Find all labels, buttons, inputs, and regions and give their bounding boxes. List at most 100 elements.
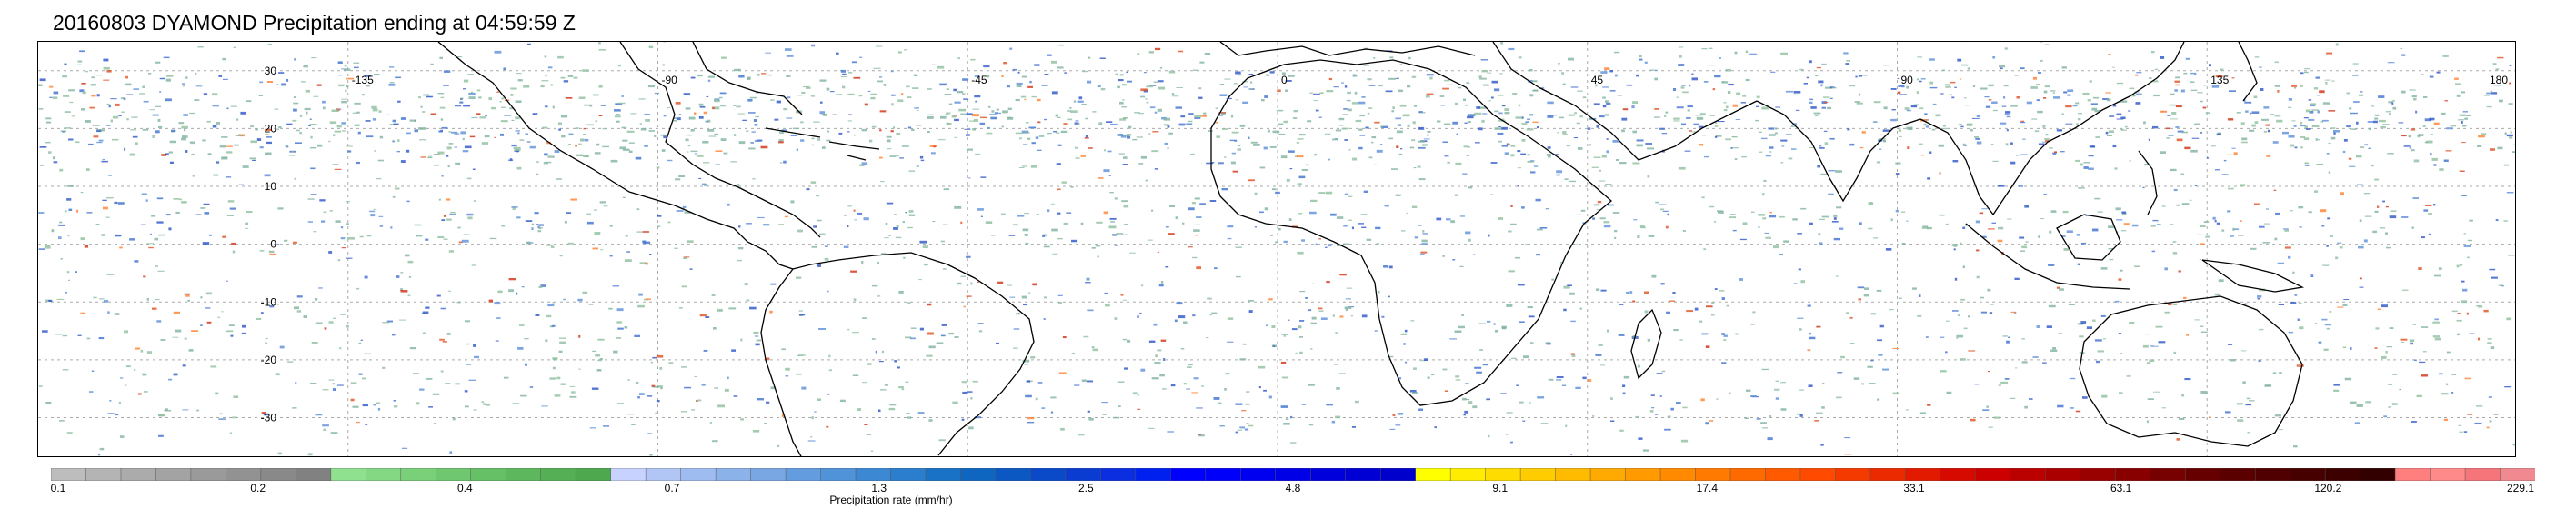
coastline-japan <box>2238 42 2258 102</box>
latitude-label: 10 <box>265 180 277 193</box>
coastline-india <box>1756 100 1921 203</box>
colorbar-swatch <box>1659 468 1697 481</box>
colorbar-tick: 17.4 <box>1696 482 1719 494</box>
colorbar-swatch <box>2254 468 2291 481</box>
colorbar-swatch <box>1869 468 1907 481</box>
colorbar-swatch <box>1170 468 1207 481</box>
latitude-label: -20 <box>261 354 277 366</box>
colorbar-swatch <box>2324 468 2361 481</box>
colorbar-swatch <box>1589 468 1627 481</box>
colorbar-swatch <box>540 468 576 481</box>
latitude-label: 30 <box>265 65 277 77</box>
colorbar-swatch <box>750 468 787 481</box>
colorbar-tick: 0.1 <box>50 482 66 494</box>
colorbar-swatch <box>995 468 1032 481</box>
colorbar-swatch <box>715 468 752 481</box>
longitude-labels: -135 -90 -45 0 45 90 135 180 <box>352 74 2509 86</box>
colorbar-swatch <box>2464 468 2501 481</box>
latitude-label: 20 <box>265 122 277 135</box>
coastline-caribbean <box>765 127 880 161</box>
colorbar-swatch <box>1519 468 1557 481</box>
latitude-labels: 30 20 10 0 -10 -20 -30 <box>261 65 277 424</box>
colorbar-swatch <box>1030 468 1067 481</box>
coastline-sumatra-java <box>1965 223 2130 290</box>
colorbar-swatch <box>1555 468 1591 481</box>
latitude-label: -10 <box>261 295 277 308</box>
coastline-madagascar <box>1630 308 1662 380</box>
colorbar-tick: 2.5 <box>1078 482 1094 494</box>
colorbar-swatch <box>1345 468 1381 481</box>
longitude-label: 90 <box>1901 74 1914 86</box>
colorbar-swatch <box>85 468 122 481</box>
colorbar-swatch <box>1625 468 1661 481</box>
coastline-gulf-mexico <box>619 42 821 238</box>
colorbar-swatch <box>1205 468 1242 481</box>
colorbar-tick: 229.1 <box>2506 482 2535 494</box>
latitude-label: -30 <box>261 411 277 424</box>
colorbar-swatch <box>575 468 612 481</box>
colorbar <box>51 468 2535 481</box>
colorbar-swatch <box>1415 468 1451 481</box>
colorbar-swatch <box>610 468 647 481</box>
colorbar-swatch <box>2394 468 2431 481</box>
colorbar-swatch <box>436 468 472 481</box>
colorbar-swatch <box>2045 468 2081 481</box>
colorbar-tick: 0.2 <box>250 482 266 494</box>
colorbar-swatch <box>470 468 506 481</box>
colorbar-swatch <box>2150 468 2186 481</box>
colorbar-swatch <box>1379 468 1417 481</box>
colorbar-swatch <box>2430 468 2466 481</box>
colorbar-label: Precipitation rate (mm/hr) <box>829 494 953 506</box>
colorbar-swatch <box>400 468 437 481</box>
precipitation-field <box>38 42 2515 456</box>
colorbar-swatch <box>2500 468 2535 481</box>
colorbar-swatch <box>1449 468 1487 481</box>
coastline-arabia <box>1538 86 1758 161</box>
coastline-europe <box>1219 42 1539 88</box>
colorbar-tick: 4.8 <box>1285 482 1301 494</box>
precipitation-map: 30 20 10 0 -10 -20 -30 -135 -90 -45 0 45 90 135 180 <box>37 41 2516 457</box>
colorbar-tick: 0.4 <box>456 482 473 494</box>
colorbar-swatch <box>1100 468 1137 481</box>
colorbar-swatch <box>2290 468 2326 481</box>
colorbar-swatch <box>1729 468 1767 481</box>
coastlines <box>437 42 2305 456</box>
coastline-new-guinea <box>2201 259 2305 293</box>
colorbar-tick: 0.7 <box>664 482 680 494</box>
colorbar-tick: 33.1 <box>1903 482 1925 494</box>
colorbar-swatch <box>190 468 227 481</box>
colorbar-swatch <box>2010 468 2047 481</box>
colorbar-tick: 1.3 <box>871 482 887 494</box>
colorbar-swatch <box>1275 468 1311 481</box>
colorbar-swatch <box>2220 468 2256 481</box>
colorbar-swatch <box>925 468 962 481</box>
colorbar-swatch <box>1240 468 1277 481</box>
coastline-africa <box>1210 59 1613 406</box>
coastline-philippines <box>2138 150 2158 215</box>
colorbar-swatch <box>855 468 892 481</box>
colorbar-swatch <box>330 468 367 481</box>
colorbar-tick: 9.1 <box>1492 482 1508 494</box>
coastline-south-america <box>760 252 1035 456</box>
coastline-north-america <box>437 42 794 270</box>
colorbar-swatch <box>2184 468 2221 481</box>
colorbar-swatch <box>120 468 157 481</box>
colorbar-swatch <box>51 468 87 481</box>
colorbar-swatch <box>1135 468 1172 481</box>
colorbar-tick: 120.2 <box>2314 482 2342 494</box>
colorbar-tick: 63.1 <box>2110 482 2132 494</box>
colorbar-swatch <box>2080 468 2117 481</box>
colorbar-swatch <box>1905 468 1941 481</box>
map-canvas: 30 20 10 0 -10 -20 -30 -135 -90 -45 0 45 90 135 180 <box>38 42 2515 456</box>
colorbar-swatch <box>366 468 402 481</box>
colorbar-swatch <box>960 468 997 481</box>
colorbar-swatch <box>820 468 857 481</box>
colorbar-swatch <box>1485 468 1521 481</box>
colorbar-swatch <box>1975 468 2011 481</box>
longitude-label: 135 <box>2210 74 2229 86</box>
gridlines <box>38 42 2515 456</box>
colorbar-swatch <box>1799 468 1837 481</box>
colorbar-swatch <box>1695 468 1731 481</box>
longitude-label: 180 <box>2490 74 2508 86</box>
colorbar-swatch <box>2115 468 2151 481</box>
